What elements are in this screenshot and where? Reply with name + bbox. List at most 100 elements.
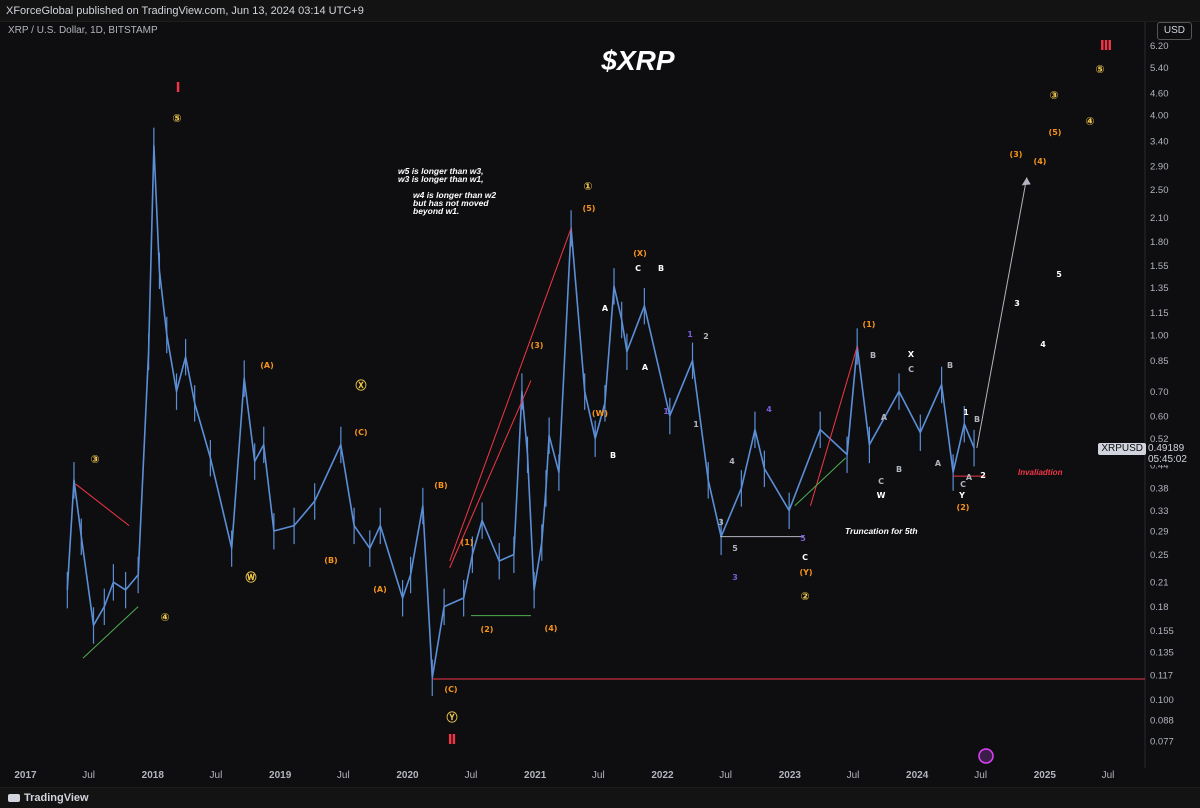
- bar-countdown: 05:45:02: [1148, 454, 1187, 465]
- x-tick-label: Jul: [465, 770, 478, 781]
- wave-label: (5): [583, 204, 596, 213]
- y-tick-label: 0.077: [1150, 737, 1174, 748]
- wave-label: C: [635, 264, 641, 273]
- y-tick-label: 1.80: [1150, 237, 1169, 248]
- currency-button[interactable]: USD: [1156, 22, 1192, 40]
- projection-arrow-head: [1021, 177, 1031, 186]
- y-tick-label: 1.15: [1150, 308, 1169, 319]
- wave-label: B: [947, 361, 953, 370]
- wave-label: (5): [1049, 128, 1062, 137]
- wave-label: 4: [766, 405, 772, 414]
- footer-brand[interactable]: TradingView: [24, 792, 89, 804]
- note-w4: w4 is longer than w2: [413, 190, 496, 200]
- wave-label: (Y): [799, 568, 812, 577]
- wave-label: 3: [732, 573, 738, 582]
- x-tick-label: 2019: [269, 770, 292, 781]
- wave-label: (3): [1010, 150, 1023, 159]
- y-tick-label: 3.40: [1150, 136, 1169, 147]
- wave-label: 5: [800, 534, 806, 543]
- x-tick-label: Jul: [719, 770, 732, 781]
- wave-label: ①: [583, 180, 592, 193]
- y-tick-label: 0.100: [1150, 695, 1174, 706]
- y-tick-label: 0.44: [1150, 460, 1169, 471]
- x-tick-label: Jul: [974, 770, 987, 781]
- wave-label: A: [602, 304, 609, 313]
- wave-label: 5: [732, 544, 738, 553]
- wave-label: B: [610, 451, 616, 460]
- wave-label: 1: [663, 407, 669, 416]
- note-truncation: Truncation for 5th: [845, 526, 918, 536]
- chart-title: $XRP: [600, 45, 674, 76]
- wave-diagonal-support-line: [794, 457, 847, 507]
- wave-label: A: [966, 473, 973, 482]
- wave-label: 1: [963, 408, 969, 417]
- y-tick-label: 1.35: [1150, 283, 1169, 294]
- wave-label: (C): [354, 428, 367, 437]
- x-tick-label: Jul: [1102, 770, 1115, 781]
- wave-label: 1: [687, 330, 693, 339]
- y-tick-label: 0.60: [1150, 411, 1169, 422]
- note-beyond: beyond w1.: [413, 206, 459, 216]
- wave-label: 2: [980, 471, 986, 480]
- y-tick-label: 0.70: [1150, 387, 1169, 398]
- wave-label: B: [658, 264, 664, 273]
- wave-label: (B): [434, 481, 447, 490]
- x-tick-label: Jul: [592, 770, 605, 781]
- y-tick-label: 0.117: [1150, 670, 1173, 681]
- x-tick-label: 2022: [651, 770, 674, 781]
- y-tick-label: 1.55: [1150, 261, 1169, 272]
- chart-subtitle: XRP / U.S. Dollar, 1D, BITSTAMP: [8, 25, 158, 36]
- wave-label: X: [908, 350, 915, 359]
- wave-label: C: [960, 480, 966, 489]
- wave-label: (1): [461, 538, 474, 547]
- wave-label: 4: [1040, 340, 1046, 349]
- y-tick-label: 4.60: [1150, 88, 1169, 99]
- wave-label: 5: [1056, 270, 1062, 279]
- wave-label: (3): [531, 341, 544, 350]
- x-tick-label: 2018: [142, 770, 165, 781]
- wave-label: Ⅰ: [176, 81, 181, 96]
- y-tick-label: 0.52: [1150, 434, 1169, 445]
- channel-bottom-line: [82, 606, 139, 659]
- wave-label: Y: [958, 491, 965, 500]
- wave-label: (B): [324, 556, 337, 565]
- wave-label: 2: [703, 332, 709, 341]
- wave-label: Ⓨ: [447, 710, 458, 724]
- wave-label: Ⓧ: [356, 378, 367, 392]
- ticker-symbol-tag: XRPUSD: [1098, 443, 1146, 455]
- y-tick-label: 0.38: [1150, 484, 1169, 495]
- wave-label: Ⅱ: [448, 733, 457, 748]
- wave-label: ⑤: [1095, 63, 1104, 76]
- wave-label: (2): [481, 625, 494, 634]
- wave-label: 4: [729, 457, 735, 466]
- tradingview-logo-icon[interactable]: [8, 794, 20, 802]
- y-tick-label: 0.85: [1150, 356, 1169, 367]
- y-tick-label: 0.088: [1150, 715, 1174, 726]
- y-tick-label: 0.135: [1150, 648, 1174, 659]
- wave-label: ③: [90, 453, 99, 466]
- x-tick-label: Jul: [847, 770, 860, 781]
- wave-label: (A): [260, 361, 274, 370]
- x-tick-label: Jul: [337, 770, 350, 781]
- y-tick-label: 0.25: [1150, 550, 1169, 561]
- note-w3: w3 is longer than w1,: [398, 174, 484, 184]
- y-tick-label: 1.00: [1150, 330, 1169, 341]
- x-tick-label: 2025: [1034, 770, 1057, 781]
- y-tick-label: 0.18: [1150, 602, 1169, 613]
- wave-label: B: [974, 415, 980, 424]
- wave-label: C: [802, 553, 808, 562]
- x-tick-label: 2021: [524, 770, 547, 781]
- wave-label: ③: [1049, 89, 1058, 102]
- wave-label: (C): [444, 685, 457, 694]
- y-tick-label: 0.29: [1150, 527, 1169, 538]
- wave-label: B: [896, 465, 902, 474]
- wave-label: Ⅲ: [1100, 39, 1112, 54]
- y-tick-label: 0.155: [1150, 626, 1174, 637]
- author-badge-icon[interactable]: [978, 748, 994, 764]
- wave-label: B: [870, 351, 876, 360]
- wave-label: Ⓦ: [246, 570, 257, 584]
- wave-label: 3: [718, 518, 724, 527]
- wave-label: 3: [1014, 299, 1020, 308]
- note-moved: but has not moved: [413, 198, 489, 208]
